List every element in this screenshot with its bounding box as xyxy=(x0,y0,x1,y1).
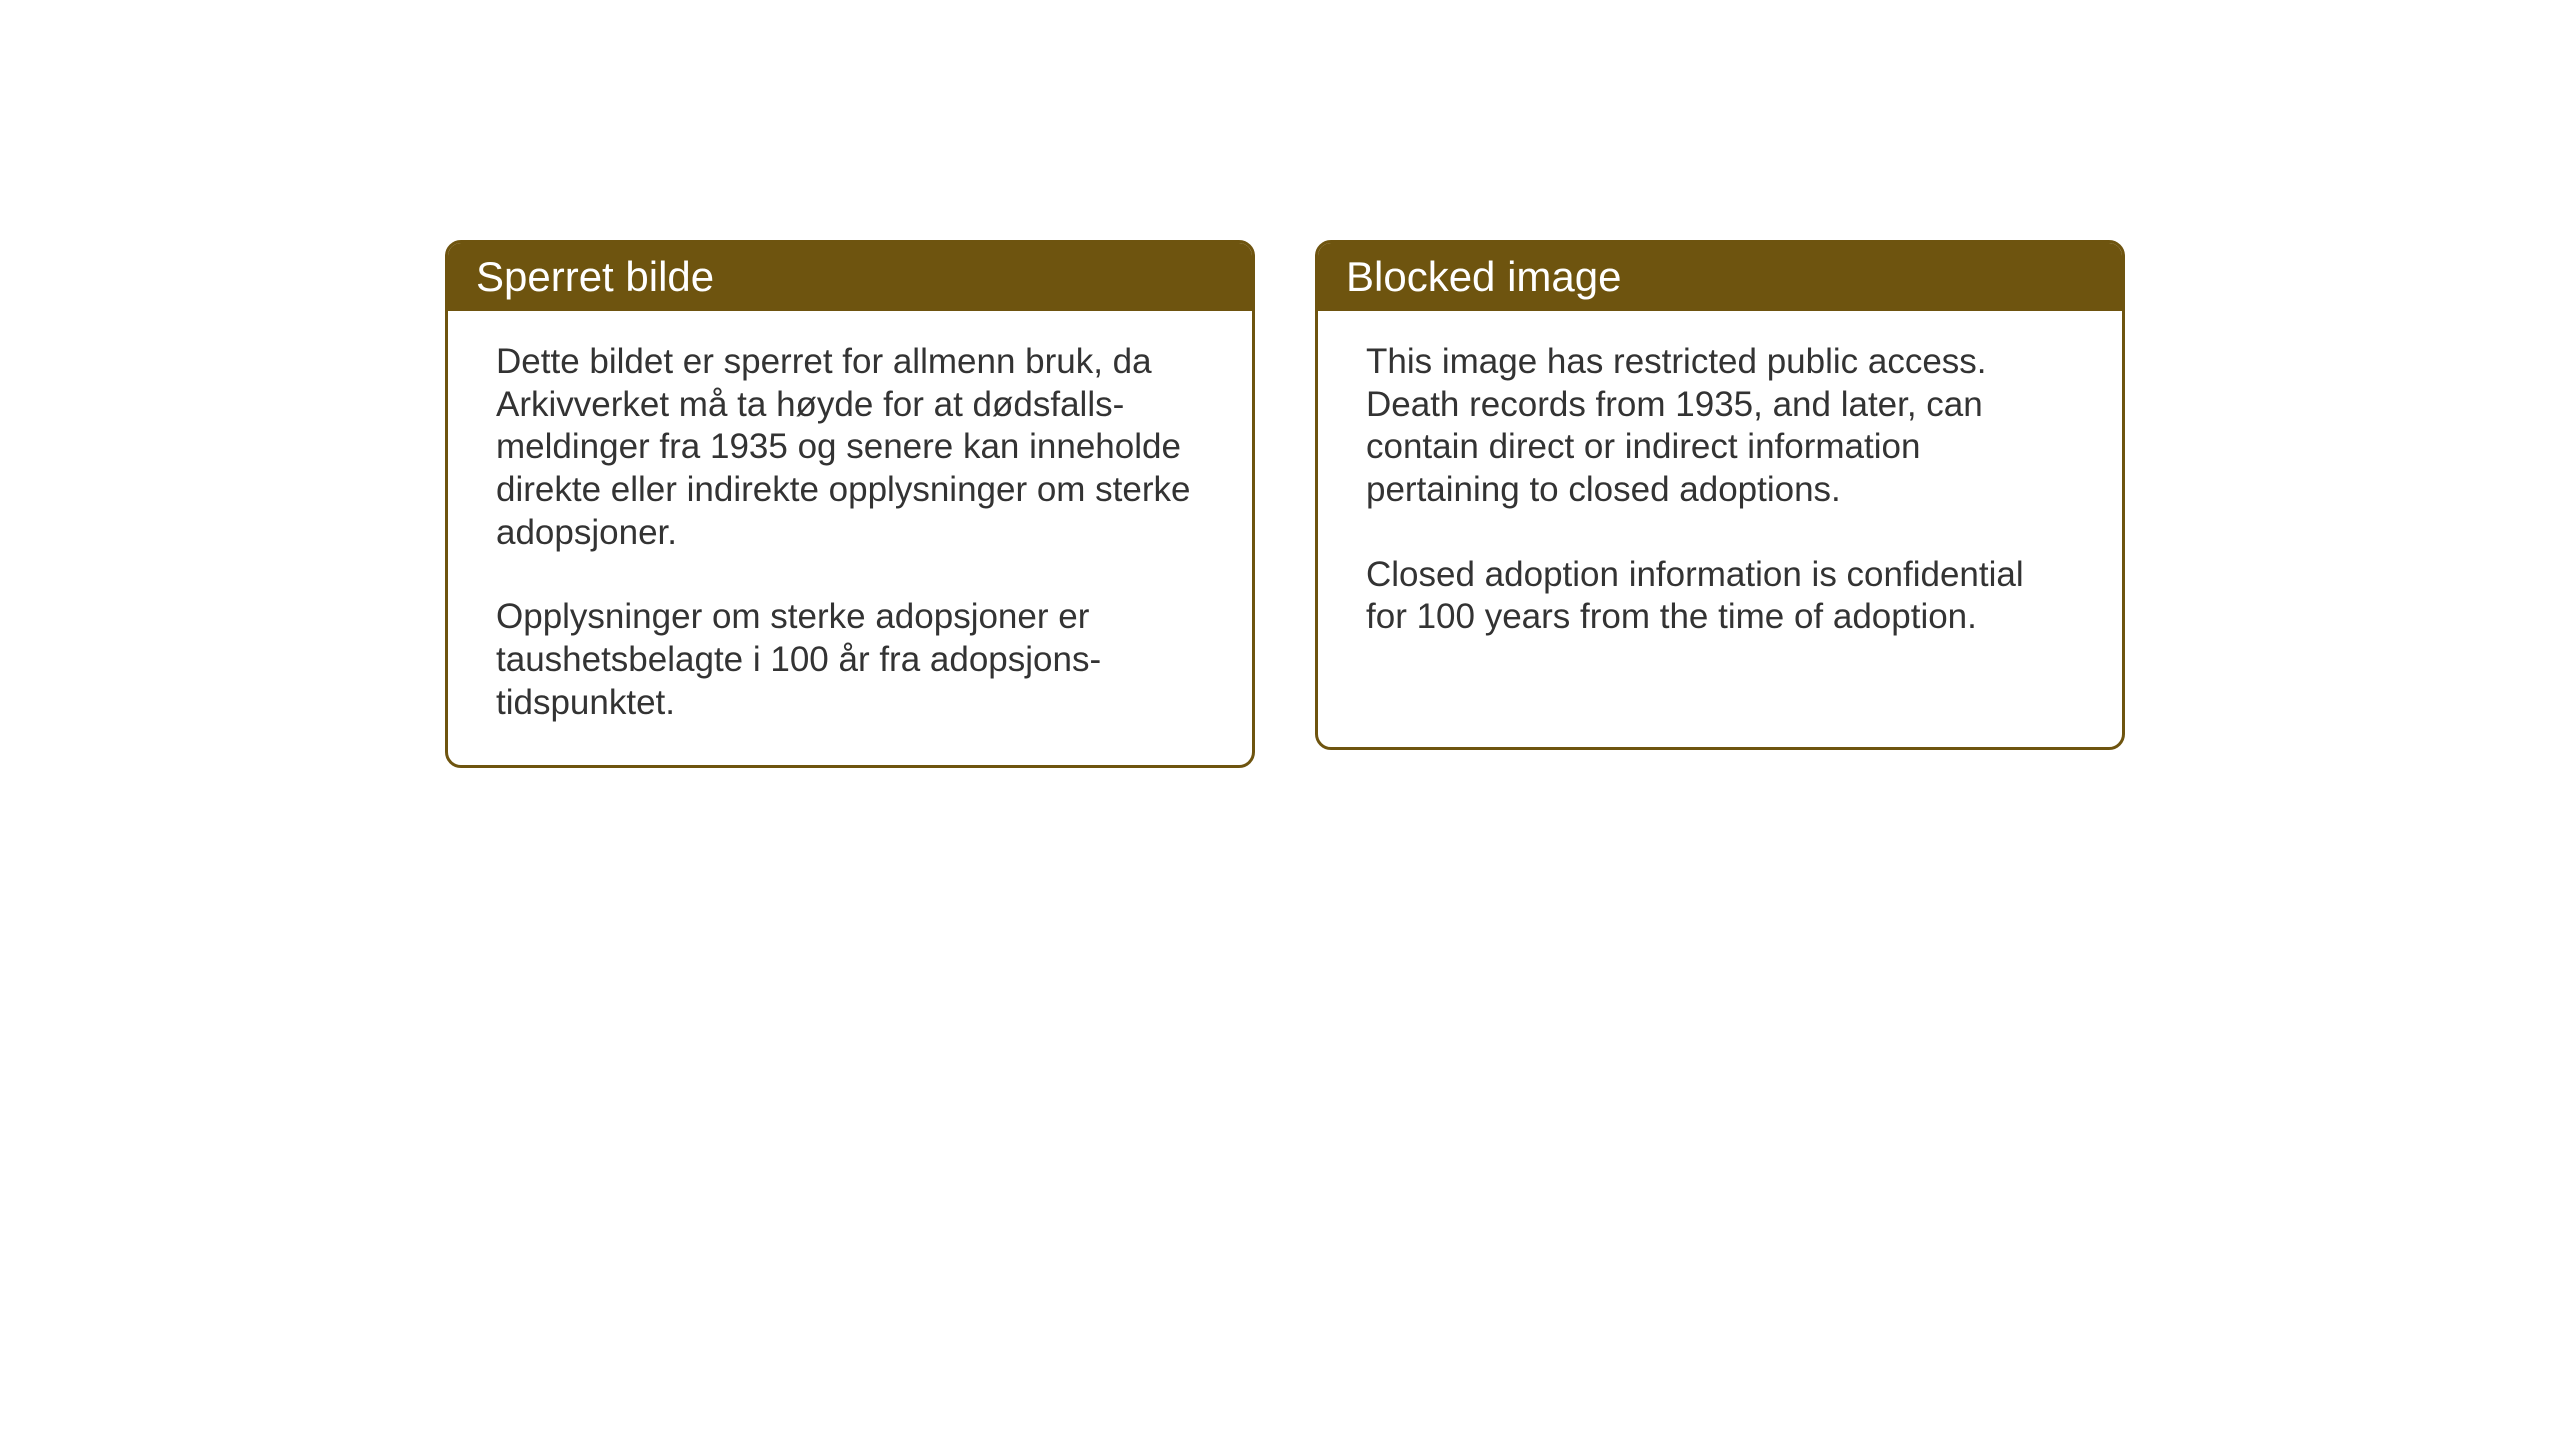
card-english-body: This image has restricted public access.… xyxy=(1318,311,2122,679)
card-english-header: Blocked image xyxy=(1318,243,2122,311)
cards-container: Sperret bilde Dette bildet er sperret fo… xyxy=(445,240,2125,768)
card-norwegian-para1: Dette bildet er sperret for allmenn bruk… xyxy=(496,341,1204,554)
card-english-para1: This image has restricted public access.… xyxy=(1366,341,2074,512)
card-norwegian-title: Sperret bilde xyxy=(476,253,714,300)
card-norwegian-body: Dette bildet er sperret for allmenn bruk… xyxy=(448,311,1252,765)
card-norwegian-header: Sperret bilde xyxy=(448,243,1252,311)
card-english-para2: Closed adoption information is confident… xyxy=(1366,554,2074,639)
card-norwegian: Sperret bilde Dette bildet er sperret fo… xyxy=(445,240,1255,768)
card-norwegian-para2: Opplysninger om sterke adopsjoner er tau… xyxy=(496,596,1204,724)
card-english: Blocked image This image has restricted … xyxy=(1315,240,2125,750)
card-english-title: Blocked image xyxy=(1346,253,1621,300)
